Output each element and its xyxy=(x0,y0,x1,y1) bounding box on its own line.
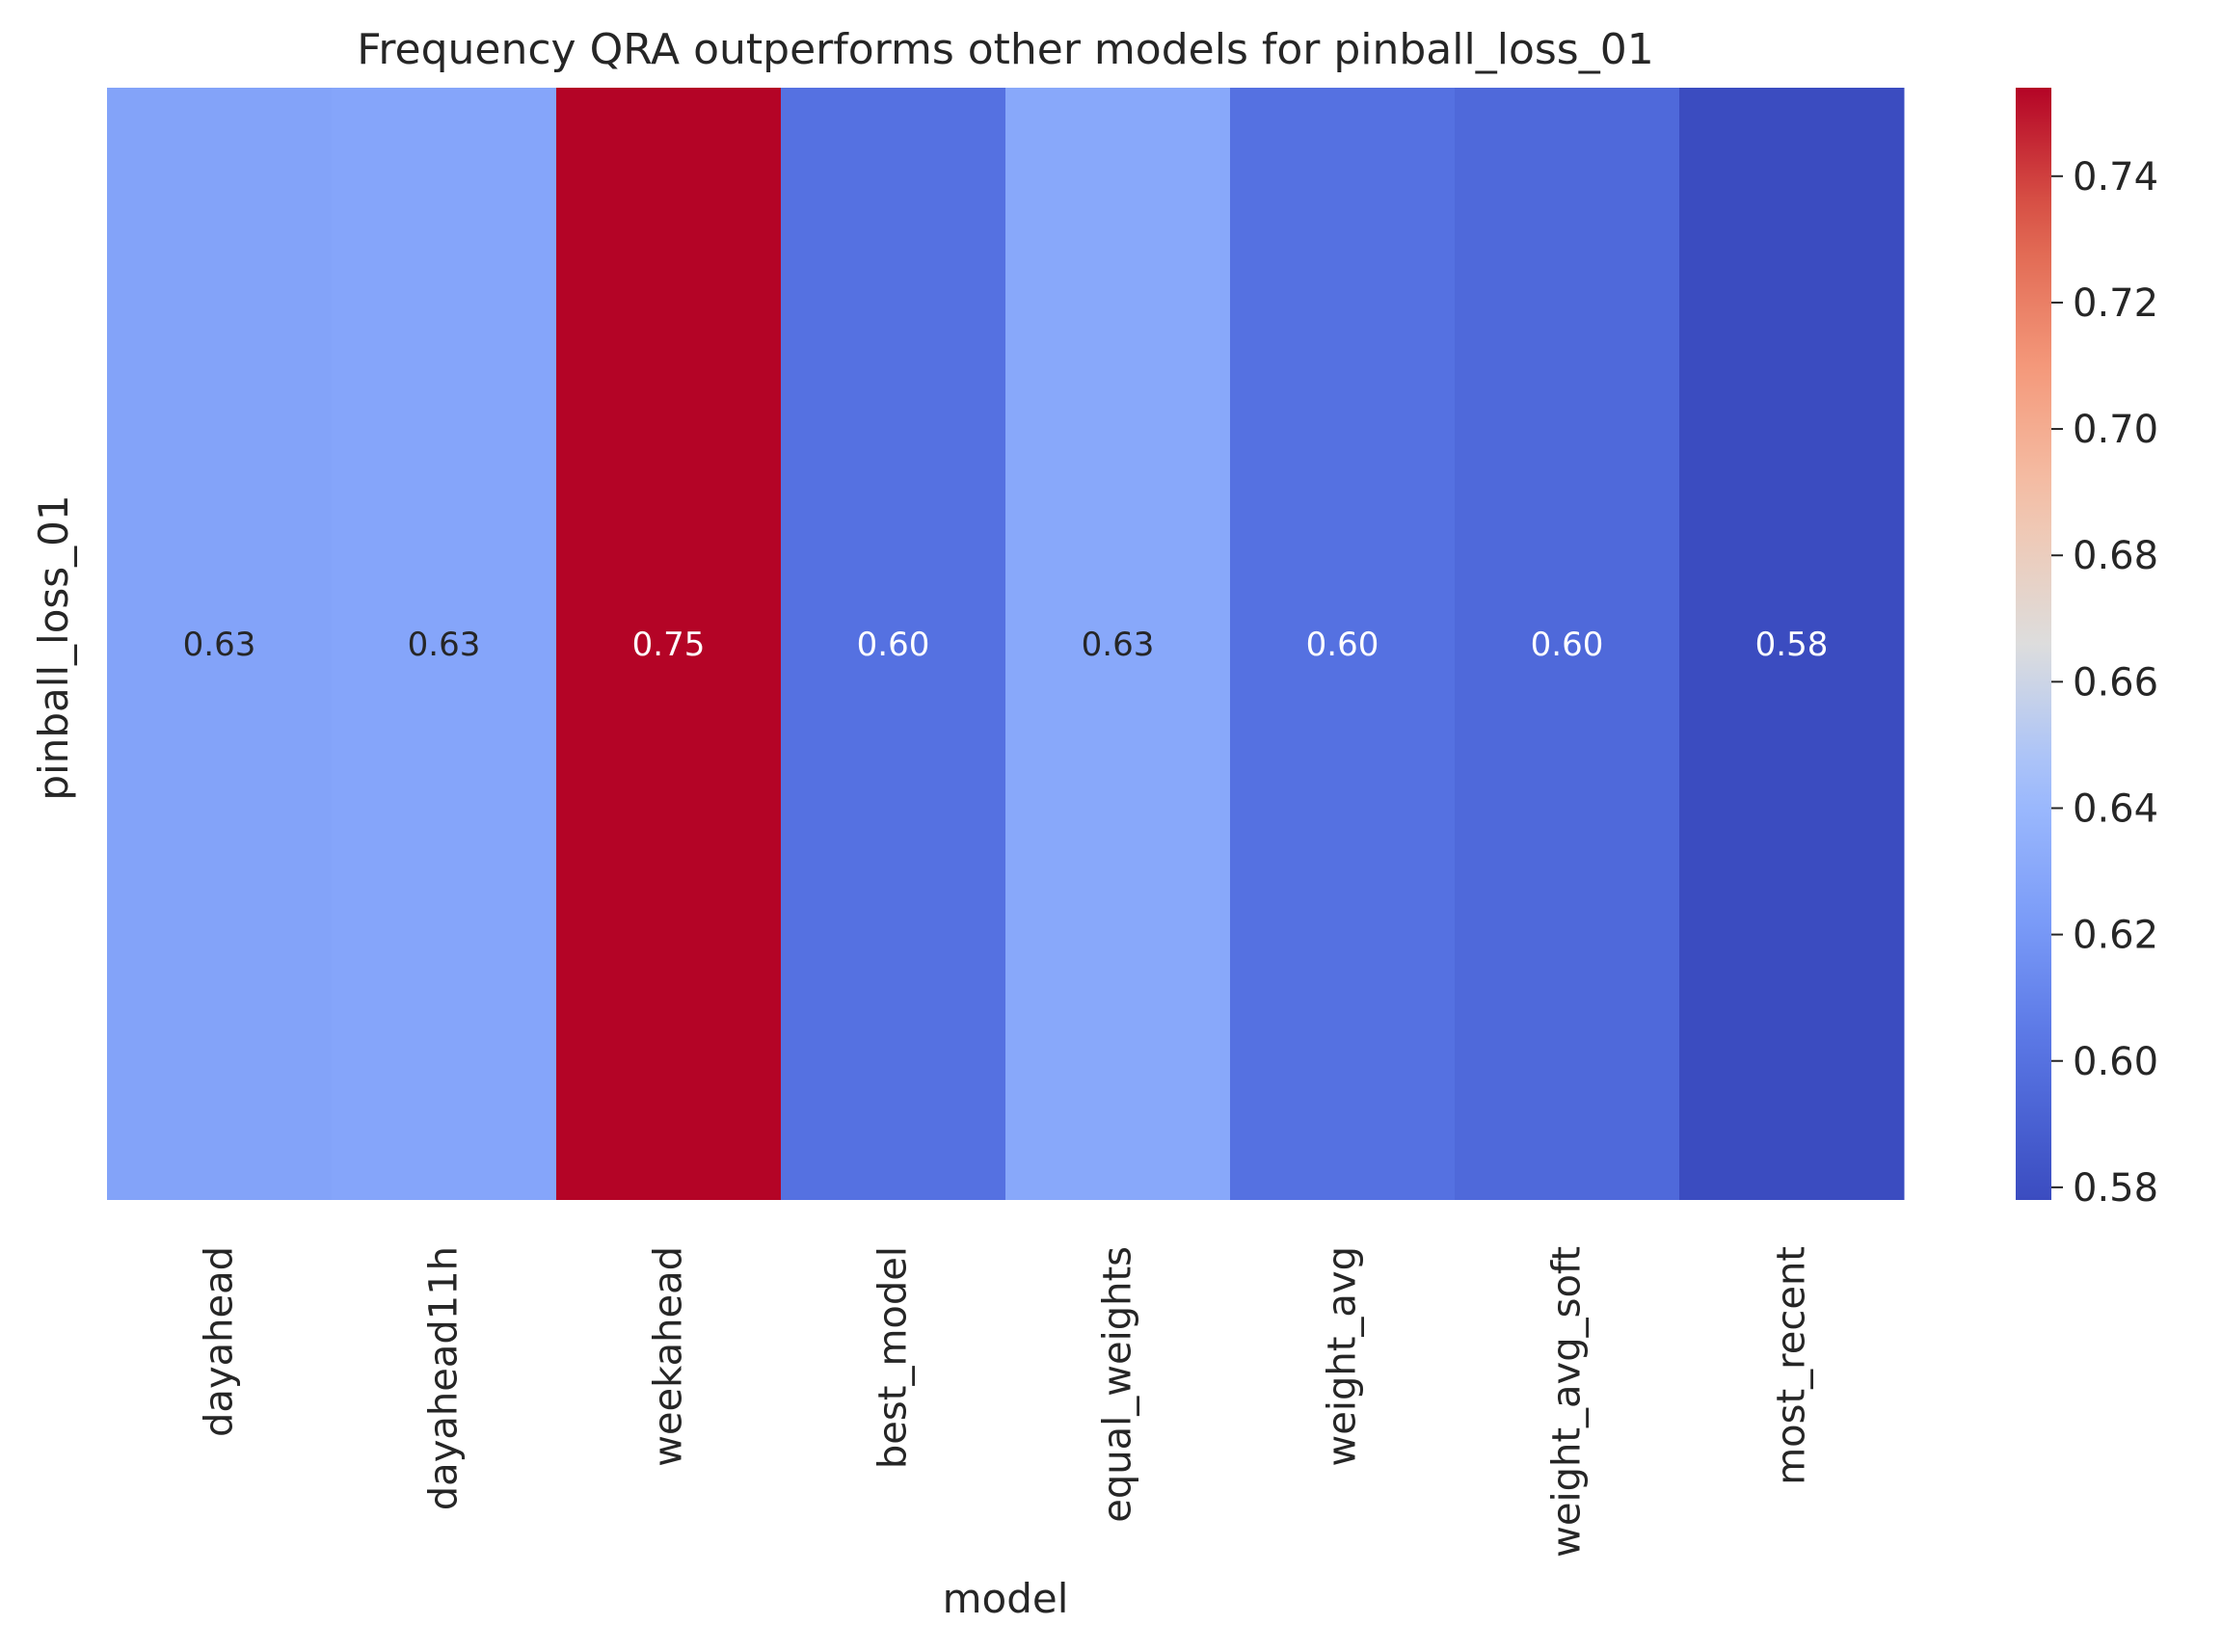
cell-value-label: 0.63 xyxy=(183,626,256,664)
x-axis-label: model xyxy=(943,1575,1069,1622)
cell-value-label: 0.63 xyxy=(1082,626,1155,664)
x-tick-label: weight_avg xyxy=(1321,1246,1365,1466)
heatmap-cell-dayahead11h xyxy=(332,88,557,1200)
colorbar-tick-label: 0.58 xyxy=(2073,1166,2158,1211)
colorbar-tick-label: 0.62 xyxy=(2073,914,2158,958)
heatmap-cell-equal_weights xyxy=(1005,88,1231,1200)
x-tick-label: dayahead11h xyxy=(422,1246,467,1510)
colorbar-tick-label: 0.72 xyxy=(2073,281,2158,326)
heatmap-cell-weight_avg xyxy=(1230,88,1456,1200)
heatmap-cell-best_model xyxy=(781,88,1006,1200)
colorbar-tick-label: 0.64 xyxy=(2073,786,2158,831)
x-tick-label: best_model xyxy=(871,1246,916,1469)
cell-value-label: 0.58 xyxy=(1755,626,1829,664)
heatmap-cell-weight_avg_soft xyxy=(1455,88,1680,1200)
cell-value-labels: 0.63 0.63 0.75 0.60 0.63 0.60 0.60 0.58 xyxy=(183,626,1829,664)
colorbar-tick-label: 0.70 xyxy=(2073,408,2158,452)
cell-value-label: 0.60 xyxy=(857,626,930,664)
x-tick-label: weekahead xyxy=(647,1246,691,1467)
x-tick-label: weight_avg_soft xyxy=(1545,1246,1590,1558)
x-tick-label: dayahead xyxy=(198,1246,242,1437)
chart-title: Frequency QRA outperforms other models f… xyxy=(357,25,1653,74)
cell-value-label: 0.63 xyxy=(408,626,481,664)
heatmap-cell-dayahead xyxy=(107,88,333,1200)
cell-value-label: 0.60 xyxy=(1306,626,1379,664)
x-tick-label: most_recent xyxy=(1770,1246,1814,1485)
cell-value-label: 0.60 xyxy=(1531,626,1604,664)
cell-value-label: 0.75 xyxy=(632,626,706,664)
colorbar xyxy=(2016,88,2051,1200)
x-tick-label: equal_weights xyxy=(1096,1246,1140,1523)
colorbar-ticks: 0.58 0.60 0.62 0.64 0.66 0.68 0.70 0.72 0.74 xyxy=(2051,155,2158,1211)
heatmap-cell-most_recent xyxy=(1679,88,1905,1200)
colorbar-tick-label: 0.68 xyxy=(2073,534,2158,578)
colorbar-tick-label: 0.66 xyxy=(2073,660,2158,705)
heatmap-cell-weekahead xyxy=(556,88,782,1200)
colorbar-tick-label: 0.74 xyxy=(2073,155,2158,200)
heatmap-cells xyxy=(107,88,1905,1200)
y-axis-label: pinball_loss_01 xyxy=(30,494,77,800)
x-axis-ticks: dayahead dayahead11h weekahead best_model eq… xyxy=(198,1246,1814,1558)
colorbar-tick-label: 0.60 xyxy=(2073,1040,2158,1084)
